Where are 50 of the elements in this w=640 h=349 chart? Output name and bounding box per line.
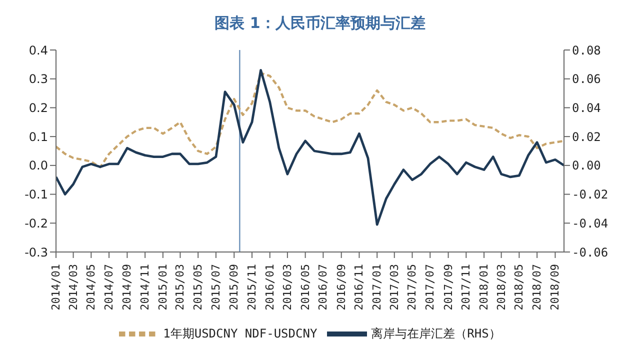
x-tick-label: 2017/01 bbox=[370, 264, 384, 310]
y-tick-label: 0.4 bbox=[28, 43, 48, 58]
y2-tick-label: 0.08 bbox=[572, 43, 601, 58]
x-tick-label: 2015/05 bbox=[192, 264, 205, 310]
y-tick-label: 0.3 bbox=[28, 72, 48, 86]
x-tick-label: 2018/07 bbox=[530, 264, 544, 310]
y-tick-label: -0.3 bbox=[24, 245, 48, 260]
x-tick-label: 2015/07 bbox=[209, 264, 222, 310]
x-tick-label: 2016/07 bbox=[316, 264, 330, 310]
x-tick-label: 2014/07 bbox=[102, 264, 116, 310]
y-tick-label: 0.0 bbox=[28, 158, 48, 173]
x-tick-label: 2014/01 bbox=[50, 264, 62, 310]
x-tick-label: 2015/11 bbox=[245, 264, 258, 310]
x-tick-label: 2015/01 bbox=[156, 264, 170, 310]
x-tick-label: 2018/03 bbox=[494, 264, 508, 310]
legend-label: 1年期USDCNY NDF-USDCNY bbox=[163, 326, 318, 340]
x-tick-label: 2017/07 bbox=[424, 264, 437, 310]
y2-tick-label: 0.04 bbox=[572, 100, 601, 115]
x-tick-label: 2016/05 bbox=[298, 264, 312, 310]
x-tick-label: 2014/11 bbox=[138, 264, 152, 310]
line-series bbox=[56, 69, 564, 226]
x-tick-label: 2017/03 bbox=[388, 264, 401, 310]
x-tick-label: 2017/11 bbox=[460, 264, 473, 310]
y2-tick-label: -0.02 bbox=[572, 188, 608, 202]
y-tick-label: -0.1 bbox=[24, 188, 48, 202]
y2-tick-label: -0.06 bbox=[572, 245, 608, 260]
y-tick-label: 0.1 bbox=[28, 130, 48, 144]
legend-label: 离岸与在岸汇差（RHS） bbox=[371, 326, 501, 340]
x-tick-label: 2017/09 bbox=[442, 264, 455, 310]
y2-tick-label: 0.06 bbox=[572, 72, 601, 86]
x-tick-label: 2018/01 bbox=[478, 264, 491, 310]
x-tick-label: 2018/05 bbox=[512, 264, 526, 310]
x-tick-label: 2018/09 bbox=[548, 264, 562, 310]
x-tick-label: 2016/03 bbox=[280, 264, 294, 310]
x-tick-label: 2017/05 bbox=[406, 264, 419, 310]
x-tick-label: 2014/05 bbox=[84, 264, 98, 310]
x-tick-label: 2015/09 bbox=[228, 264, 241, 310]
x-tick-label: 2016/09 bbox=[334, 264, 348, 310]
x-tick-label: 2015/03 bbox=[174, 264, 187, 310]
chart-title: 图表 1：人民币汇率预期与汇差 bbox=[214, 13, 426, 34]
x-tick-label: 2014/09 bbox=[120, 264, 134, 310]
x-tick-label: 2016/11 bbox=[352, 264, 366, 310]
x-tick-label: 2016/01 bbox=[263, 264, 276, 310]
y2-tick-label: 0.02 bbox=[572, 130, 601, 144]
y2-tick-label: -0.04 bbox=[572, 216, 608, 230]
y-tick-label: 0.2 bbox=[28, 100, 48, 115]
y-tick-label: -0.2 bbox=[24, 216, 48, 230]
x-tick-label: 2014/03 bbox=[66, 264, 80, 310]
line-series bbox=[56, 72, 564, 168]
y2-tick-label: 0.00 bbox=[572, 158, 601, 173]
